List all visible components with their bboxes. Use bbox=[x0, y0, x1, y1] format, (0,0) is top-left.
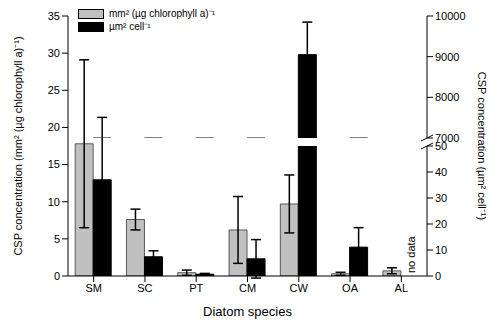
svg-text:35: 35 bbox=[48, 10, 60, 22]
svg-text:CM: CM bbox=[239, 282, 256, 294]
svg-text:10: 10 bbox=[435, 244, 447, 256]
svg-text:25: 25 bbox=[48, 84, 60, 96]
svg-text:SM: SM bbox=[85, 282, 102, 294]
svg-text:Diatom species: Diatom species bbox=[203, 304, 292, 319]
svg-text:CSP concentration (mm² (µg chl: CSP concentration (mm² (µg chlorophyll a… bbox=[12, 36, 24, 255]
svg-text:10: 10 bbox=[48, 196, 60, 208]
html-text:mm² (µg chlorophyll a)⁻¹: mm² (µg chlorophyll a)⁻¹ bbox=[109, 8, 215, 19]
svg-text:10000: 10000 bbox=[435, 10, 466, 22]
svg-text:7000: 7000 bbox=[435, 132, 459, 144]
svg-text:5: 5 bbox=[54, 233, 60, 245]
svg-text:PT: PT bbox=[189, 282, 203, 294]
svg-text:50: 50 bbox=[435, 139, 448, 152]
svg-text:9000: 9000 bbox=[435, 51, 459, 63]
svg-text:15: 15 bbox=[48, 158, 60, 170]
svg-text:30: 30 bbox=[435, 192, 447, 204]
svg-text:SC: SC bbox=[137, 282, 152, 294]
svg-text:0: 0 bbox=[54, 270, 60, 282]
svg-text:0: 0 bbox=[435, 270, 441, 282]
svg-text:no data: no data bbox=[405, 235, 417, 273]
svg-text:CW: CW bbox=[290, 282, 309, 294]
svg-text:AL: AL bbox=[395, 282, 408, 294]
svg-text:20: 20 bbox=[48, 121, 60, 133]
svg-text:8000: 8000 bbox=[435, 91, 459, 103]
svg-text:20: 20 bbox=[435, 218, 447, 230]
svg-text:30: 30 bbox=[48, 47, 60, 59]
svg-text:OA: OA bbox=[342, 282, 359, 294]
svg-text:40: 40 bbox=[435, 166, 447, 178]
html-text:µm² cell⁻¹: µm² cell⁻¹ bbox=[109, 21, 151, 32]
svg-text:CSP concentration (µm² cell⁻¹): CSP concentration (µm² cell⁻¹) bbox=[476, 72, 488, 220]
